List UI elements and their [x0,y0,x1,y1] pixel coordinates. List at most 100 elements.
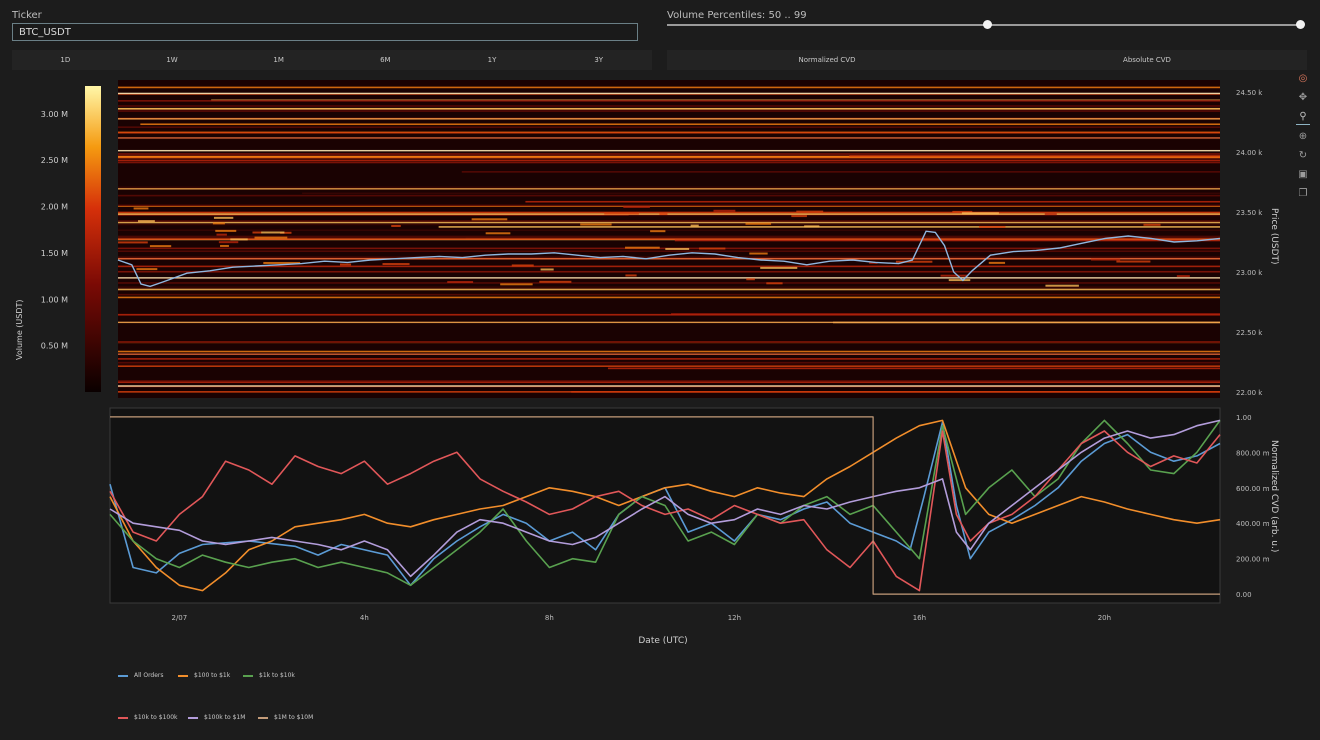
legend-1m-10m[interactable]: $1M to $10M [258,714,313,721]
liquidity-band [118,238,1220,241]
liquidity-band [118,220,1220,222]
order-cluster [948,279,971,282]
plot-toolbar: ◎ ✥ ⚲ ⊕ ↻ ▣ ❐ [1294,72,1312,206]
liquidity-band [118,155,1220,157]
percentile-slider-high-handle[interactable] [1296,20,1305,29]
order-cluster [699,247,726,250]
tab-normalized-cvd[interactable]: Normalized CVD [798,56,856,64]
order-cluster [804,225,820,228]
legend-label: $1M to $10M [274,714,314,721]
heatmap-area [118,80,1220,398]
liquidity-band [118,358,1220,360]
order-cluster [625,274,637,277]
liquidity-band [118,341,1220,343]
pan-icon[interactable]: ⊕ [1298,131,1308,142]
range-button-1d[interactable]: 1D [60,56,71,64]
order-cluster [791,215,807,218]
liquidity-band [118,265,1220,268]
liquidity-band [118,313,1220,316]
reset-icon[interactable]: ↻ [1298,150,1308,161]
liquidity-band [118,204,1220,207]
order-cluster [940,274,969,277]
range-button-1y[interactable]: 1Y [487,56,497,64]
cvd-plot-area [109,407,1221,604]
liquidity-band [118,186,1220,189]
legend-10k-100k[interactable]: $10k to $100k [118,714,178,721]
order-cluster [604,212,639,215]
range-button-6m[interactable]: 6M [380,56,391,64]
order-cluster [133,207,149,210]
liquidity-band [118,288,1220,291]
legend-swatch [258,716,268,719]
cvd-tick-label: 600.00 m [1236,485,1270,493]
liquidity-band [118,86,1220,89]
order-cluster [149,245,172,248]
legend-all-orders[interactable]: All Orders [118,672,164,679]
order-cluster [263,261,301,264]
liquidity-band [118,211,1220,213]
order-cluster [745,222,772,225]
order-cluster [230,238,248,241]
liquidity-band [118,381,1220,384]
order-cluster [216,233,227,236]
liquidity-band [118,385,1220,388]
liquidity-band [118,257,1220,260]
cvd-tick-label: 400.00 m [1236,520,1270,528]
legend-swatch [118,674,128,677]
order-cluster [261,231,285,234]
legend-label: $100 to $1k [194,672,231,679]
liquidity-band [118,385,1220,387]
liquidity-band [671,313,1220,315]
order-cluster [1116,260,1151,263]
save-icon[interactable]: ▣ [1298,169,1308,180]
liquidity-band [118,341,1220,343]
order-cluster [1143,223,1161,226]
liquidity-band [118,149,1220,152]
percentile-slider-low-handle[interactable] [983,20,992,29]
copy-icon[interactable]: ❐ [1298,188,1308,199]
order-cluster [1176,275,1190,278]
liquidity-band [461,171,1220,173]
range-button-1w[interactable]: 1W [166,56,178,64]
liquidity-band [118,365,1220,367]
liquidity-band [118,131,1220,134]
tab-absolute-cvd[interactable]: Absolute CVD [1123,56,1171,64]
order-cluster [650,230,666,233]
move-icon[interactable]: ✥ [1298,92,1308,103]
liquidity-band [118,118,1220,120]
legend-100k-1m[interactable]: $100k to $1M [188,714,245,721]
liquidity-band [525,200,1220,203]
liquidity-band [832,321,1220,324]
legend-1k-10k[interactable]: $1k to $10k [243,672,295,679]
zoom-icon[interactable]: ⚲ [1296,110,1310,125]
color-wheel-icon[interactable]: ◎ [1298,73,1308,84]
liquidity-band [674,239,1220,242]
liquidity-band [118,250,1220,253]
liquidity-band [118,93,1220,95]
order-cluster [382,263,410,266]
liquidity-band [118,156,1220,158]
liquidity-band [211,99,1220,102]
x-tick-label: 12h [728,614,741,622]
liquidity-band [118,247,1220,250]
volume-percentiles-label: Volume Percentiles: 50 .. 99 [667,10,807,21]
cvd-mode-tabs: Normalized CVD Absolute CVD [667,50,1307,70]
liquidity-band [118,137,1220,139]
liquidity-band [118,126,1220,128]
order-cluster [713,209,736,212]
liquidity-band [118,350,1220,353]
legend-100-1k[interactable]: $100 to $1k [178,672,230,679]
order-cluster [215,229,237,232]
range-button-3y[interactable]: 3Y [594,56,604,64]
order-cluster [218,241,239,244]
order-cluster [895,260,933,263]
colorbar-tick-label: 2.50 M [41,156,68,165]
order-cluster [749,252,768,255]
liquidity-band [118,353,1220,355]
order-cluster [391,224,401,227]
range-button-1m[interactable]: 1M [273,56,284,64]
ticker-input[interactable] [12,23,638,41]
liquidity-band [438,226,1220,228]
liquidity-band [628,214,1220,217]
liquidity-band [118,159,1220,162]
